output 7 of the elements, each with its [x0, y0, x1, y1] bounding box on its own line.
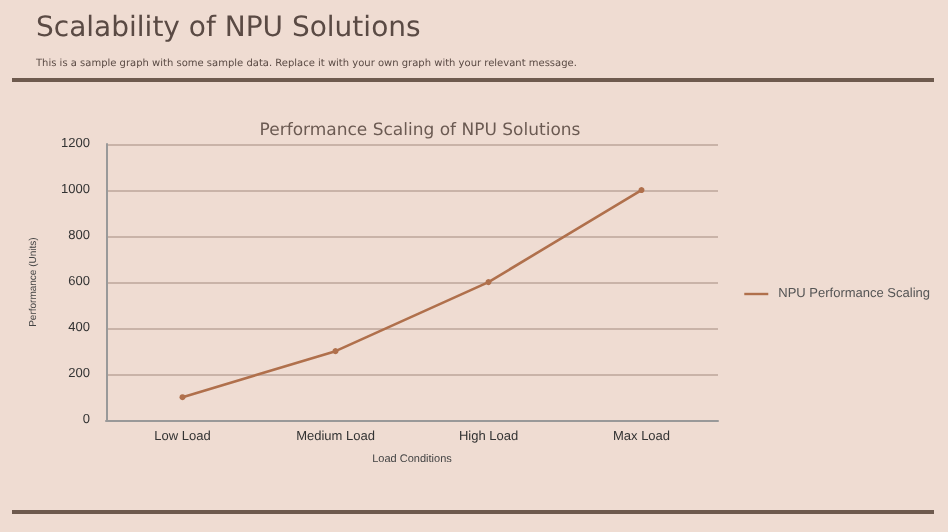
text: Performance Scaling of NPU Solutions [259, 121, 582, 141]
point [638, 187, 645, 194]
line-series [179, 187, 645, 401]
point [179, 394, 186, 401]
point [485, 279, 492, 286]
chart-title: Scalability of NPU Solutions [36, 12, 421, 44]
point [332, 348, 339, 355]
